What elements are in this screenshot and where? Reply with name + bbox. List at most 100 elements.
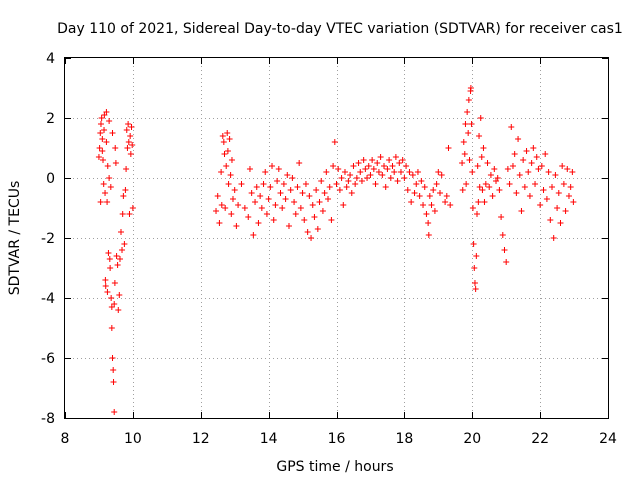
x-tick-label: 10 (124, 431, 142, 447)
data-point (262, 169, 269, 175)
data-point (301, 217, 308, 223)
data-point (559, 163, 566, 169)
data-point (560, 181, 567, 187)
data-point (353, 175, 360, 181)
x-tick-labels: 8 10 12 14 16 18 20 22 24 (61, 431, 617, 447)
data-point (97, 130, 104, 136)
data-point (445, 145, 452, 151)
data-point (246, 166, 253, 172)
data-point (127, 133, 134, 139)
data-point (428, 202, 435, 208)
data-point (377, 154, 384, 160)
data-point (111, 280, 118, 286)
data-point (284, 172, 291, 178)
y-tick-label: 2 (46, 111, 55, 127)
data-point (391, 169, 398, 175)
data-point (117, 229, 124, 235)
data-point (335, 166, 342, 172)
data-point (435, 169, 442, 175)
data-point (110, 379, 117, 385)
data-point (260, 181, 267, 187)
data-point (364, 175, 371, 181)
data-point (389, 163, 396, 169)
data-point (387, 175, 394, 181)
data-point (489, 193, 496, 199)
data-point (545, 169, 552, 175)
data-point (227, 172, 234, 178)
data-point (396, 160, 403, 166)
data-point (336, 187, 343, 193)
data-point (347, 172, 354, 178)
data-point (442, 199, 449, 205)
data-point (228, 211, 235, 217)
data-point (496, 187, 503, 193)
data-point (225, 181, 232, 187)
y-tick-label: -4 (41, 291, 55, 307)
data-point (267, 184, 274, 190)
data-point (409, 172, 416, 178)
data-point (426, 193, 433, 199)
data-point (494, 175, 501, 181)
data-point (404, 187, 411, 193)
data-point (122, 187, 129, 193)
data-point (104, 199, 111, 205)
data-point (518, 208, 525, 214)
data-point (319, 208, 326, 214)
data-point (115, 307, 122, 313)
data-point (277, 190, 284, 196)
data-point (119, 247, 126, 253)
data-point (302, 181, 309, 187)
data-point (358, 178, 365, 184)
data-point (479, 187, 486, 193)
data-point (370, 166, 377, 172)
data-point (411, 190, 418, 196)
data-point (99, 148, 106, 154)
data-point (355, 160, 362, 166)
data-point (394, 178, 401, 184)
data-point (540, 187, 547, 193)
data-point (309, 202, 316, 208)
data-point (108, 295, 115, 301)
data-point (384, 166, 391, 172)
data-point (97, 121, 104, 127)
data-point (375, 169, 382, 175)
data-point (473, 253, 480, 259)
data-point (523, 148, 530, 154)
data-point (100, 181, 107, 187)
data-point (508, 124, 515, 130)
data-point (406, 169, 413, 175)
data-point (103, 139, 110, 145)
data-point (476, 184, 483, 190)
data-point (530, 145, 537, 151)
data-point (425, 232, 432, 238)
data-point (506, 181, 513, 187)
data-point (245, 214, 252, 220)
data-point (341, 169, 348, 175)
data-point (557, 220, 564, 226)
data-point (567, 184, 574, 190)
y-tick-label: -2 (41, 231, 55, 247)
x-tick-label: 16 (328, 431, 346, 447)
data-point (106, 175, 113, 181)
data-point (229, 196, 236, 202)
y-tick-label: -6 (41, 351, 55, 367)
data-point (357, 169, 364, 175)
data-point (511, 151, 518, 157)
data-point (471, 265, 478, 271)
data-point (418, 178, 425, 184)
axis-ticks (65, 58, 609, 419)
data-point (218, 169, 225, 175)
data-point (321, 190, 328, 196)
data-point (97, 199, 104, 205)
data-point (533, 154, 540, 160)
data-point (460, 139, 467, 145)
data-point (474, 163, 481, 169)
data-point (123, 166, 130, 172)
data-point (125, 121, 132, 127)
data-point (365, 163, 372, 169)
data-point (462, 121, 469, 127)
x-tick-label: 12 (192, 431, 210, 447)
data-point (102, 277, 109, 283)
data-point (308, 235, 315, 241)
data-point (325, 196, 332, 202)
